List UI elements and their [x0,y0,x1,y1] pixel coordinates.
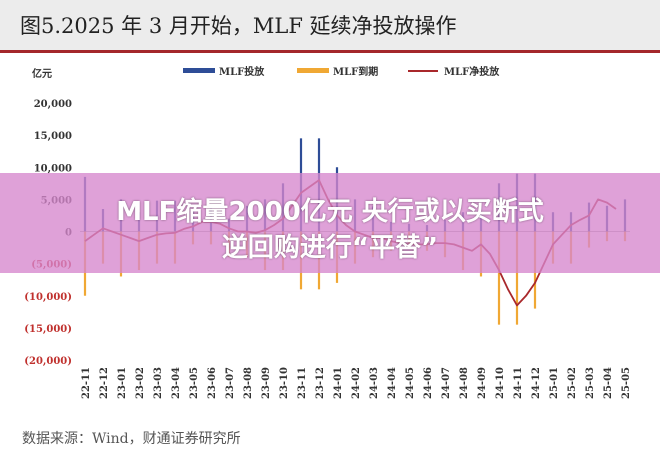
x-tick-label: 24-07 [441,367,452,399]
title-band [0,0,660,50]
bar-mlf-maturity [515,231,519,325]
x-tick-label: 23-06 [207,367,218,399]
x-tick-label: 23-07 [225,367,236,399]
overlay-line-1: MLF缩量2000亿元 央行或以买断式 [116,197,544,227]
x-tick-label: 23-03 [153,367,164,399]
x-tick-label: 23-04 [171,367,182,399]
x-tick-label: 24-09 [477,367,488,399]
legend-label: MLF到期 [333,65,378,78]
title-rule [0,50,660,53]
y-tick-label: 10,000 [34,163,72,174]
x-tick-label: 22-12 [99,367,110,399]
legend-label: MLF净投放 [444,65,500,78]
x-tick-label: 23-11 [297,367,308,399]
x-tick-label: 25-03 [585,367,596,399]
x-tick-label: 23-10 [279,367,290,399]
x-tick-label: 24-05 [405,367,416,399]
overlay-banner: MLF缩量2000亿元 央行或以买断式 逆回购进行“平替” [0,173,660,273]
x-tick-label: 23-01 [117,367,128,399]
x-tick-label: 24-11 [513,367,524,399]
x-tick-label: 24-01 [333,367,344,399]
x-tick-label: 23-05 [189,367,200,399]
x-tick-label: 23-02 [135,367,146,399]
x-tick-label: 25-01 [549,367,560,399]
figure-title: 图5.2025 年 3 月开始，MLF 延续净投放操作 [20,14,457,38]
x-tick-label: 24-08 [459,367,470,399]
x-tick-label: 25-04 [603,367,614,399]
y-tick-label: (10,000) [24,292,72,303]
y-tick-label: 20,000 [34,99,72,110]
x-tick-label: 24-02 [351,367,362,399]
x-tick-label: 24-04 [387,367,398,399]
bar-mlf-maturity [497,231,501,325]
x-tick-label: 25-05 [621,367,632,399]
overlay-line-2: 逆回购进行“平替” [221,233,439,263]
x-tick-label: 23-12 [315,367,326,399]
y-tick-label: (15,000) [24,324,72,335]
y-tick-label: 15,000 [34,131,72,142]
x-tick-label: 23-09 [261,367,272,399]
x-tick-label: 24-06 [423,367,434,399]
x-tick-label: 23-08 [243,367,254,399]
legend-swatch [297,68,329,73]
y-tick-label: (20,000) [24,356,72,367]
x-tick-label: 24-03 [369,367,380,399]
legend-swatch [183,68,215,73]
y-axis-unit-label: 亿元 [32,67,52,80]
x-tick-label: 24-12 [531,367,542,399]
x-tick-label: 22-11 [81,367,92,399]
legend-label: MLF投放 [219,65,265,78]
x-tick-label: 24-10 [495,367,506,399]
data-source: 数据来源：Wind，财通证券研究所 [22,431,241,447]
x-tick-label: 25-02 [567,367,578,399]
